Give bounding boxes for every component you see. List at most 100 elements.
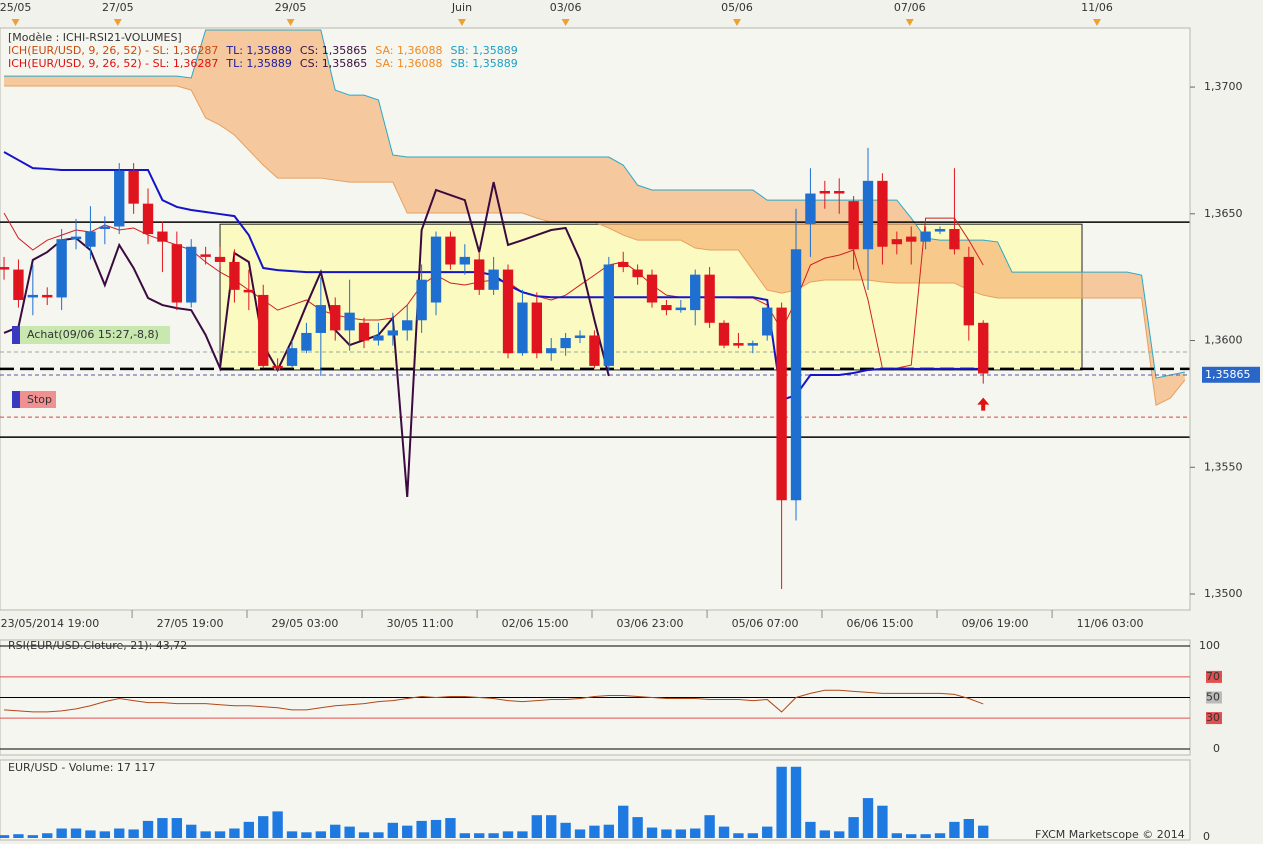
stop-label: Stop xyxy=(27,393,52,406)
volume-bar xyxy=(718,826,730,838)
top-date-marker xyxy=(113,19,122,26)
candle-body xyxy=(488,269,499,290)
candle-body xyxy=(128,170,139,204)
candle-body xyxy=(906,236,917,242)
volume-bar xyxy=(790,766,802,838)
volume-bar xyxy=(891,833,903,838)
signal-arrow xyxy=(977,397,990,411)
volume-bar xyxy=(373,832,384,838)
top-date-marker xyxy=(1092,19,1101,26)
rsi-level-box xyxy=(1206,712,1222,725)
candle-body xyxy=(963,256,975,326)
volume-bar xyxy=(344,826,355,838)
model-label: [Modèle : ICHI-RSI21-VOLUMES] xyxy=(8,31,182,44)
volume-bar xyxy=(963,819,975,838)
last-price-label: 1,35865 xyxy=(1205,368,1251,381)
volume-bar xyxy=(272,811,283,838)
rsi-tick-label: 30 xyxy=(1206,711,1220,724)
candle-body xyxy=(704,274,715,323)
candle-body xyxy=(272,365,283,369)
volume-bar xyxy=(315,831,327,838)
legend-segment: SB: 1,35889 xyxy=(451,44,518,57)
candle-body xyxy=(891,239,903,245)
volume-bar xyxy=(690,828,701,838)
candle-body xyxy=(358,322,370,341)
rsi-tick-label: 0 xyxy=(1213,742,1220,755)
candle-body xyxy=(56,239,67,298)
top-date-marker xyxy=(905,19,914,26)
volume-bar xyxy=(200,831,211,838)
candle-body xyxy=(747,343,759,346)
candle-body xyxy=(27,294,39,298)
candle-body xyxy=(258,294,269,366)
candle-body xyxy=(459,256,471,265)
volume-bar xyxy=(603,824,615,838)
candle-body xyxy=(949,229,960,250)
volume-bar xyxy=(546,815,557,838)
volume-bar xyxy=(430,819,442,838)
legend-segment: CS: 1,35865 xyxy=(300,44,367,57)
volume-title: EUR/USD - Volume: 17 117 xyxy=(8,761,155,774)
top-date-marker xyxy=(457,19,466,26)
candle-body xyxy=(114,170,125,227)
candle-body xyxy=(733,343,744,346)
x-tick-label: 06/06 15:00 xyxy=(847,617,914,630)
candle-body xyxy=(618,261,629,268)
volume-bar xyxy=(618,805,629,838)
candle-body xyxy=(718,322,730,346)
volume-bar xyxy=(675,829,687,838)
legend-segment: TL: 1,35889 xyxy=(225,44,292,57)
top-date-label: 07/06 xyxy=(894,1,926,14)
volume-bar xyxy=(402,825,413,838)
legend-segment: ICH(EUR/USD, 9, 26, 52) - SL: 1,36287 xyxy=(8,57,218,70)
rsi-tick-label: 50 xyxy=(1206,691,1220,704)
volume-bar xyxy=(243,821,255,838)
indicator-line xyxy=(3,181,610,498)
volume-bar xyxy=(906,834,917,838)
stop-marker xyxy=(12,391,20,408)
volume-bar xyxy=(834,831,845,838)
candle-body xyxy=(99,226,111,230)
x-tick-label: 02/06 15:00 xyxy=(502,617,569,630)
candle-body xyxy=(848,201,859,250)
top-date-label: Juin xyxy=(451,1,472,14)
candle-body xyxy=(85,231,96,247)
volume-bar xyxy=(42,833,53,838)
volume-bar xyxy=(157,818,168,838)
candle-body xyxy=(301,332,312,351)
volume-bar xyxy=(186,824,197,838)
legend-segment: SA: 1,36088 xyxy=(375,57,442,70)
candle-body xyxy=(574,335,586,339)
volume-bar xyxy=(805,821,816,838)
candle-body xyxy=(445,236,456,265)
volume-bar xyxy=(517,831,528,838)
volume-bar xyxy=(776,766,787,838)
candle-body xyxy=(13,269,24,300)
buy-label: Achat(09/06 15:27,-8,8) xyxy=(27,328,159,341)
volume-bar xyxy=(459,833,471,838)
candle-body xyxy=(416,279,427,321)
top-date-marker xyxy=(11,19,20,26)
buy-marker xyxy=(12,326,20,344)
volume-bar xyxy=(56,828,67,838)
candle-body xyxy=(862,180,874,250)
candle-body xyxy=(920,231,931,242)
senkou-b xyxy=(4,29,1185,379)
candle-body xyxy=(229,261,240,290)
stop-box xyxy=(12,391,56,408)
volume-bar xyxy=(661,829,672,838)
top-date-label: 11/06 xyxy=(1081,1,1113,14)
footer: FXCM Marketscope © 2014 xyxy=(1035,828,1185,841)
rsi-level-box xyxy=(1206,691,1222,704)
volume-bar xyxy=(301,832,312,838)
volume-bar xyxy=(0,835,10,838)
candle-body xyxy=(502,269,514,354)
volume-tick-label: 0 xyxy=(1203,830,1210,843)
candle-body xyxy=(934,229,946,232)
volume-bar xyxy=(920,834,931,838)
volume-bar xyxy=(574,829,586,838)
volume-bar xyxy=(229,828,240,838)
